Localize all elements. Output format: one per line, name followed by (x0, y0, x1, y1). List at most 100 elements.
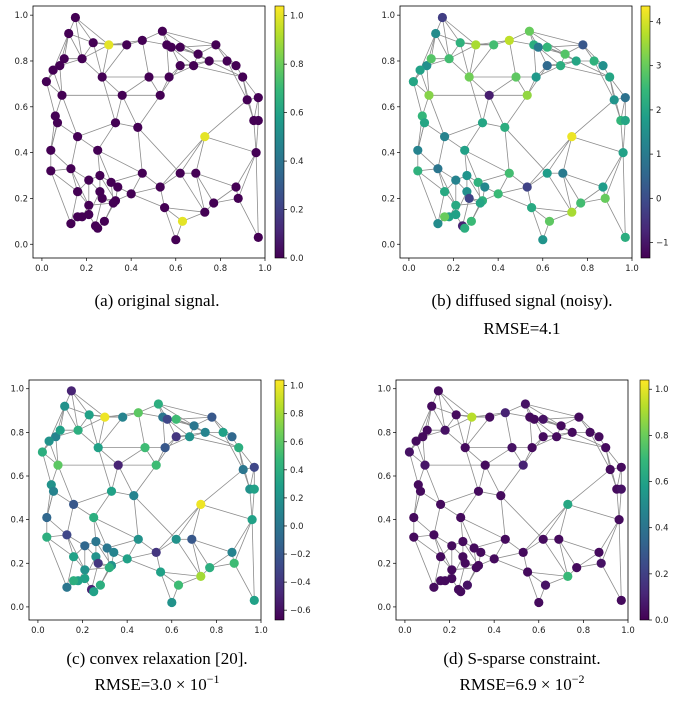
graph-node (533, 42, 543, 52)
graph-edge (200, 469, 244, 505)
colorbar: 0.0 0.2 0.4 0.6 0.8 1.0 (639, 379, 669, 626)
graph-node (122, 554, 132, 564)
graph-node (616, 484, 626, 494)
graph-edge (195, 173, 206, 213)
graph-node (518, 460, 528, 470)
graph-node (620, 115, 630, 126)
graph-node (520, 399, 531, 409)
graph-node (460, 223, 470, 233)
graph-edge (460, 491, 479, 518)
graph-node (534, 597, 544, 608)
graph-nodes (37, 386, 259, 608)
graph-node (59, 54, 69, 64)
graph-node (616, 595, 626, 606)
graph-node (496, 491, 506, 501)
graph-edge (604, 198, 626, 238)
graph-node (64, 28, 74, 39)
graph-node (475, 198, 485, 208)
graph-node (53, 460, 63, 470)
graph-edge (97, 417, 106, 448)
graph-node (563, 499, 573, 509)
graph-node (571, 56, 581, 66)
graph-node (523, 567, 533, 577)
colorbar-tick-label: 2 (656, 106, 661, 116)
graph-edge (558, 539, 578, 568)
graph-edge (442, 17, 450, 59)
caption: (d) S-sparse constraint. (443, 649, 600, 668)
graph-edge (211, 416, 233, 437)
graph-edge (92, 42, 103, 78)
graph-node (247, 515, 257, 525)
graph-edge (164, 207, 205, 213)
graph-node (164, 72, 174, 82)
graph-edge (498, 186, 528, 195)
graph-node (598, 61, 608, 71)
graph-edge (71, 390, 90, 416)
graph-edge (504, 127, 510, 174)
graph-edge (562, 172, 604, 188)
graph-node (500, 408, 510, 418)
y-tick-label: 0.8 (10, 428, 24, 438)
colorbar-tick-label: 1.0 (655, 385, 669, 395)
graph-node (48, 65, 58, 75)
graph-node (429, 582, 439, 592)
graph-edge (482, 95, 490, 123)
graph-node (500, 534, 510, 544)
graph-edge (572, 432, 606, 448)
graph-edge (422, 436, 426, 466)
graph-node (436, 552, 446, 562)
graph-node (207, 412, 217, 422)
graph-edge (455, 414, 466, 448)
y-tick-label: 0.8 (14, 57, 28, 67)
graph-edge (101, 44, 128, 78)
x-tick-label: 0.4 (124, 264, 138, 274)
graph-node (187, 534, 197, 544)
graph-edge (70, 168, 90, 206)
colorbar-tick-label: 0.0 (655, 616, 669, 626)
colorbar-tick-label: 0.8 (290, 60, 304, 70)
graph-node (62, 530, 72, 540)
graph-edge (195, 172, 237, 188)
graph-node (440, 212, 450, 222)
graph-node (404, 447, 414, 457)
y-tick-label: 0.4 (381, 149, 395, 159)
graph-edge (488, 76, 517, 96)
graph-node (455, 38, 465, 48)
graph-node (544, 216, 555, 226)
x-tick-label: 0.2 (443, 626, 457, 636)
graph-node (471, 40, 481, 50)
graph-edge (526, 136, 573, 188)
graph-edge (442, 17, 461, 43)
graph-node (429, 530, 439, 540)
graph-edge (131, 186, 161, 195)
y-tick-label: 0.8 (381, 57, 395, 67)
x-tick-label: 0.0 (35, 264, 49, 274)
colorbar-scale (639, 379, 650, 621)
plot-frame (32, 5, 266, 259)
graph-node (447, 573, 457, 584)
colorbar-tick-label: 1 (656, 150, 661, 160)
graph-edge (546, 172, 573, 213)
graph-node (191, 168, 201, 178)
graph-node (484, 90, 494, 100)
caption-rmse: RMSE=6.9 × 10−2 (460, 672, 585, 694)
graph-edge (162, 30, 216, 46)
graph-node (601, 443, 611, 453)
graph-node (426, 54, 436, 64)
graph-node (227, 547, 237, 558)
graph-edge (133, 495, 177, 540)
graph-node (485, 412, 495, 422)
graph-edge (558, 504, 569, 540)
colorbar-tick-label: 3 (656, 62, 661, 72)
graph-node (556, 61, 566, 71)
graph-node (447, 565, 457, 575)
graph-node (204, 56, 214, 66)
graph-node (231, 182, 241, 192)
graph-edge (468, 76, 483, 123)
graph-node (489, 554, 499, 564)
graph-edge (121, 76, 150, 96)
graph-node (55, 425, 65, 435)
graph-edge (618, 489, 622, 520)
graph-edge (42, 451, 52, 485)
